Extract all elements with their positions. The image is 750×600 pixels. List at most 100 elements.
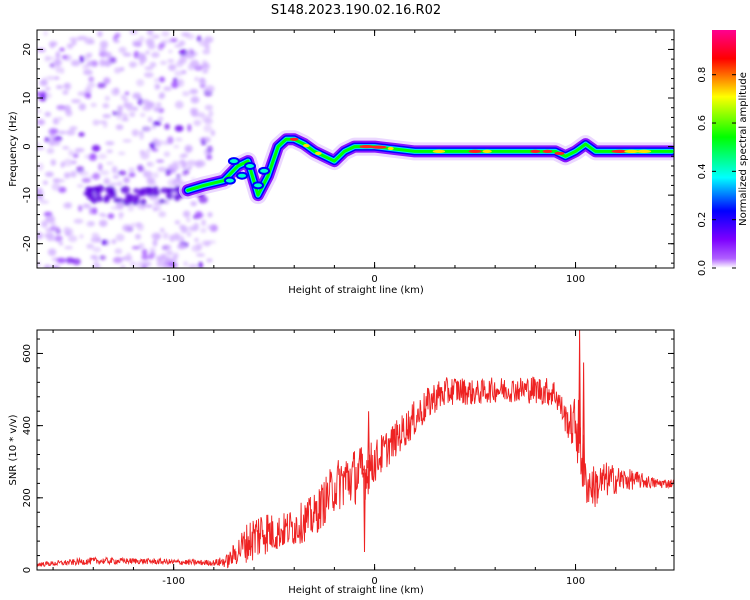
noise-speckle	[103, 77, 111, 85]
noise-speckle	[165, 168, 172, 176]
noise-speckle	[97, 82, 107, 89]
noise-speckle	[206, 258, 213, 263]
noise-speckle	[152, 239, 158, 247]
noise-speckle	[78, 132, 85, 137]
snr-marks	[37, 330, 674, 569]
noise-speckle	[135, 233, 141, 240]
ridge-hotspot	[624, 149, 640, 153]
noise-speckle	[140, 113, 146, 117]
ridge-hotspot	[359, 145, 374, 149]
noise-speckle	[151, 34, 160, 39]
ridge-blob	[244, 162, 256, 170]
noise-speckle	[145, 50, 150, 55]
noise-speckle	[137, 97, 143, 106]
colorbar-ticks: 0.0 0.2 0.4 0.6 0.8	[697, 67, 736, 276]
noise-speckle	[53, 58, 63, 67]
noise-speckle	[154, 141, 162, 148]
ridge-blob	[236, 171, 248, 180]
y-tick-label: 0	[22, 567, 33, 573]
ridge-hotspot	[468, 149, 482, 153]
noise-speckle	[48, 41, 58, 47]
noise-speckle	[102, 114, 111, 119]
colorbar-tick-label: 0.0	[697, 260, 708, 276]
noise-speckle	[70, 59, 81, 67]
noise-speckle	[203, 40, 210, 49]
snr-peak	[578, 330, 581, 437]
colorbar-label: Normalized spectral amplitude	[738, 72, 749, 226]
noise-speckle	[106, 149, 113, 154]
noise-speckle	[143, 171, 148, 175]
noise-speckle	[83, 69, 93, 76]
noise-speckle	[196, 112, 206, 118]
noise-speckle	[104, 51, 112, 58]
noise-speckle	[117, 105, 123, 113]
noise-speckle	[79, 55, 85, 63]
noise-speckle	[77, 205, 83, 212]
noise-speckle	[152, 121, 162, 126]
noise-speckle	[78, 170, 89, 177]
noise-speckle	[114, 248, 123, 255]
noise-speckle	[115, 233, 125, 242]
ridge-blob	[258, 166, 271, 175]
noise-speckle	[37, 196, 44, 201]
noise-speckle	[162, 244, 172, 250]
noise-speckle	[117, 181, 123, 187]
noise-speckle	[71, 40, 77, 46]
noise-speckle	[101, 239, 108, 246]
noise-speckle	[43, 31, 48, 36]
noise-speckle	[69, 126, 78, 131]
noise-speckle	[141, 248, 148, 256]
ridge-hotspot	[530, 149, 541, 153]
noise-speckle	[165, 249, 174, 256]
noise-speckle	[201, 59, 208, 66]
noise-speckle	[146, 148, 151, 153]
noise-speckle	[203, 124, 212, 133]
noise-speckle	[78, 103, 87, 111]
noise-speckle	[195, 243, 203, 251]
noise-speckle	[116, 202, 124, 210]
band-speckle	[166, 192, 173, 200]
x-tick-label: -100	[162, 576, 185, 587]
noise-speckle	[189, 88, 199, 95]
noise-speckle	[131, 129, 139, 137]
noise-speckle	[96, 236, 102, 243]
noise-speckle	[152, 207, 158, 212]
noise-speckle	[149, 61, 157, 68]
noise-speckle	[149, 196, 160, 201]
noise-speckle	[206, 224, 214, 230]
noise-speckle	[175, 61, 184, 68]
noise-speckle	[190, 59, 200, 68]
noise-speckle	[51, 182, 61, 191]
noise-speckle	[47, 248, 57, 256]
noise-speckle	[128, 167, 135, 174]
band-speckle	[120, 186, 130, 194]
band-speckle	[139, 188, 146, 196]
x-tick-label: 100	[566, 576, 585, 587]
band-speckle	[83, 191, 91, 196]
noise-speckle	[55, 85, 64, 90]
noise-speckle	[99, 40, 109, 49]
noise-speckle	[64, 246, 73, 250]
noise-speckle	[190, 107, 199, 114]
spectrogram-marks	[37, 30, 674, 268]
noise-speckle	[50, 159, 57, 166]
y-tick-label: -10	[22, 187, 33, 203]
band-speckle	[103, 196, 110, 203]
noise-speckle	[41, 220, 48, 228]
noise-speckle	[60, 67, 65, 74]
ridge-blob	[223, 176, 236, 185]
noise-speckle	[37, 163, 44, 171]
noise-speckle	[108, 182, 118, 186]
noise-speckle	[70, 160, 77, 165]
noise-speckle	[42, 180, 48, 185]
noise-speckle	[86, 221, 95, 227]
noise-speckle	[179, 159, 186, 164]
noise-speckle	[120, 264, 126, 268]
noise-speckle	[165, 38, 172, 44]
y-tick-label: -20	[22, 236, 33, 252]
noise-speckle	[61, 55, 68, 59]
noise-speckle	[175, 235, 184, 242]
colorbar: 0.0 0.2 0.4 0.6 0.8 Normalized spectral ampl…	[697, 30, 749, 276]
y-tick-label: 600	[22, 344, 33, 363]
noise-speckle	[177, 243, 186, 250]
